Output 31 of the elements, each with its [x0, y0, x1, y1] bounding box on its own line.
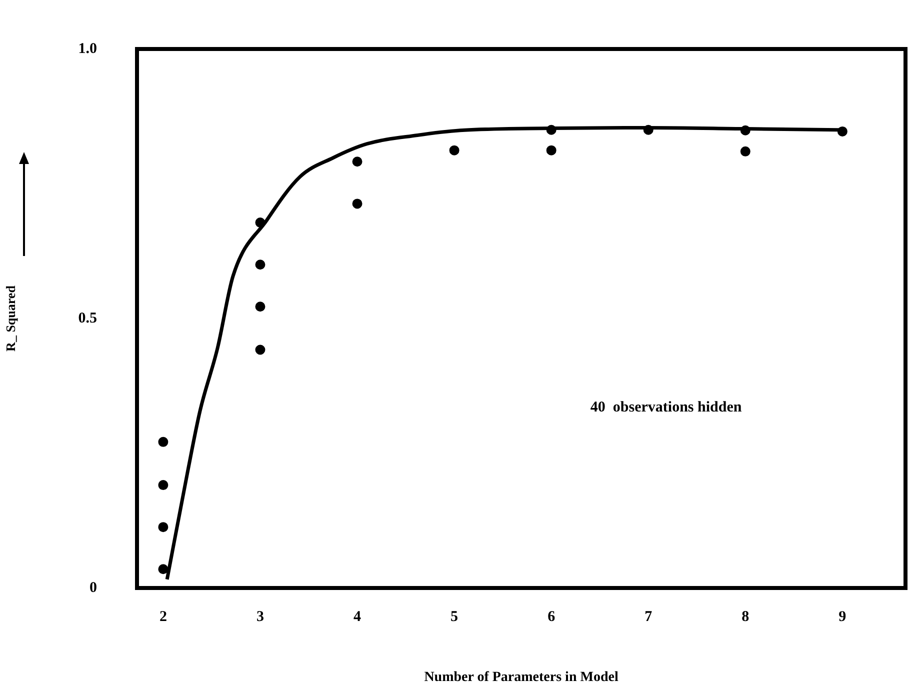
point — [352, 156, 362, 167]
point — [449, 145, 460, 156]
y-tick-label: 1.0 — [78, 40, 97, 57]
point — [643, 124, 654, 135]
point — [837, 126, 848, 136]
point — [158, 480, 168, 490]
point — [546, 145, 556, 156]
point — [158, 564, 168, 574]
point — [740, 146, 750, 156]
x-axis-title: Number of Parameters in Model — [424, 670, 618, 686]
point — [255, 344, 266, 355]
y-tick-label: 0 — [90, 580, 97, 596]
x-tick-label: 3 — [256, 608, 264, 625]
x-tick-label: 4 — [354, 608, 362, 625]
annotation: 40 observations hidden — [590, 399, 742, 416]
x-tick-label: 8 — [742, 608, 750, 625]
point — [352, 198, 362, 209]
x-tick-label: 9 — [838, 608, 846, 625]
x-tick-label: 6 — [548, 608, 556, 625]
x-tick-label: 2 — [159, 608, 167, 625]
point — [255, 218, 266, 228]
y-axis-title: R_ Squared — [3, 284, 18, 352]
point — [255, 260, 266, 270]
x-tick-label: 7 — [644, 608, 653, 625]
point — [158, 522, 168, 532]
point — [158, 436, 168, 447]
x-tick-label: 5 — [450, 608, 458, 625]
point — [740, 125, 750, 136]
y-tick-label: 0.5 — [78, 310, 97, 326]
point — [255, 302, 266, 312]
point — [546, 124, 556, 135]
